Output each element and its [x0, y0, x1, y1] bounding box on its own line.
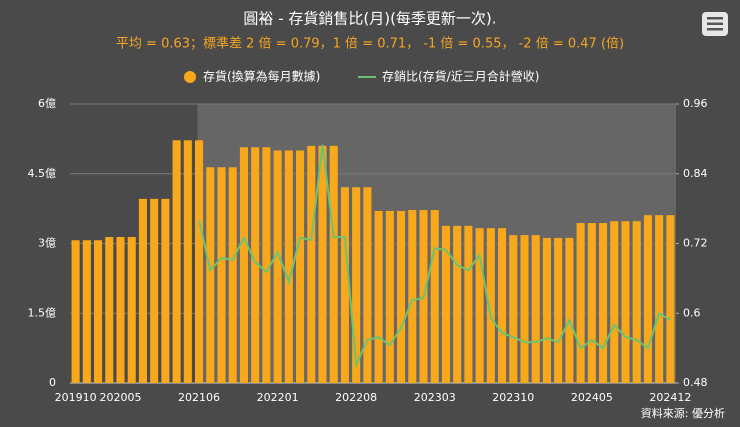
menu-bar	[707, 22, 723, 25]
menu-bar	[707, 28, 723, 31]
bar	[632, 221, 641, 383]
y2-tick-label: 0.6	[683, 306, 701, 319]
y2-tick-label: 0.96	[683, 97, 708, 110]
x-tick-label: 202106	[178, 391, 220, 404]
bar	[576, 223, 585, 383]
x-tick-label: 202310	[492, 391, 534, 404]
legend-label[interactable]: 存銷比(存貨/近三月合計營收)	[382, 69, 539, 84]
bar	[217, 167, 226, 383]
bar	[116, 236, 125, 383]
bar	[296, 150, 305, 383]
bar	[82, 240, 91, 383]
bar	[621, 221, 630, 383]
bar	[430, 210, 439, 383]
source-note: 資料來源: 優分析	[641, 406, 725, 420]
y2-tick-label: 0.48	[683, 376, 708, 389]
bar	[127, 236, 136, 383]
menu-button[interactable]	[702, 12, 728, 36]
bar	[610, 221, 619, 383]
legend-label[interactable]: 存貨(換算為每月數據)	[203, 69, 320, 84]
bar	[587, 223, 596, 383]
bar	[464, 225, 473, 383]
y-tick-label: 3億	[38, 237, 56, 250]
bar	[486, 228, 495, 383]
bar	[273, 150, 282, 383]
bar	[374, 210, 383, 383]
bar	[441, 225, 450, 383]
bar	[554, 237, 563, 383]
bar	[599, 223, 608, 383]
bar	[138, 198, 147, 383]
bar	[531, 235, 540, 383]
bar	[655, 215, 664, 383]
y2-tick-label: 0.84	[683, 167, 708, 180]
bar	[251, 147, 260, 383]
x-tick-label: 202208	[335, 391, 377, 404]
bar	[475, 228, 484, 383]
x-tick-label: 202405	[571, 391, 613, 404]
y2-tick-label: 0.72	[683, 237, 708, 250]
bar	[239, 147, 248, 383]
legend-swatch[interactable]	[184, 71, 196, 83]
bar	[284, 150, 293, 383]
bar	[520, 235, 529, 383]
bar	[666, 215, 675, 383]
x-tick-label: 202303	[414, 391, 456, 404]
bar	[329, 145, 338, 383]
y-tick-label: 0	[49, 376, 56, 389]
bar	[352, 187, 361, 383]
bar	[183, 140, 192, 383]
bar	[509, 235, 518, 383]
bar	[206, 167, 215, 383]
bar	[262, 147, 271, 383]
bar	[565, 237, 574, 383]
chart-subtitle: 平均 = 0.63；標準差 2 倍 = 0.79，1 倍 = 0.71， -1 …	[116, 36, 624, 52]
bar	[498, 228, 507, 383]
line-series	[198, 144, 671, 369]
bar	[453, 225, 462, 383]
y-tick-label: 6億	[38, 97, 56, 110]
y-tick-label: 4.5億	[28, 167, 57, 180]
bar	[385, 210, 394, 383]
x-tick-label: 202412	[649, 391, 691, 404]
y-tick-label: 1.5億	[28, 306, 57, 319]
bar	[408, 210, 417, 383]
bar	[195, 140, 204, 383]
x-tick-label: 201910	[55, 391, 97, 404]
x-tick-label: 202201	[257, 391, 299, 404]
bar	[228, 167, 237, 383]
bar	[643, 215, 652, 383]
legend-item[interactable]: 存銷比(存貨/近三月合計營收)	[358, 69, 539, 84]
bar	[161, 198, 170, 383]
bar	[172, 140, 181, 383]
bar	[71, 240, 80, 383]
bar	[363, 187, 372, 383]
bar	[542, 237, 551, 383]
bar	[307, 145, 316, 383]
bar	[318, 145, 327, 383]
bar	[340, 187, 349, 383]
chart-title: 圓裕 - 存貨銷售比(月)(每季更新一次).	[243, 10, 496, 28]
bar	[94, 240, 103, 383]
bar	[150, 198, 159, 383]
bar	[397, 210, 406, 383]
x-tick-label: 202005	[100, 391, 142, 404]
menu-bar	[707, 17, 723, 20]
bar	[105, 236, 114, 383]
legend-item[interactable]: 存貨(換算為每月數據)	[184, 69, 320, 84]
